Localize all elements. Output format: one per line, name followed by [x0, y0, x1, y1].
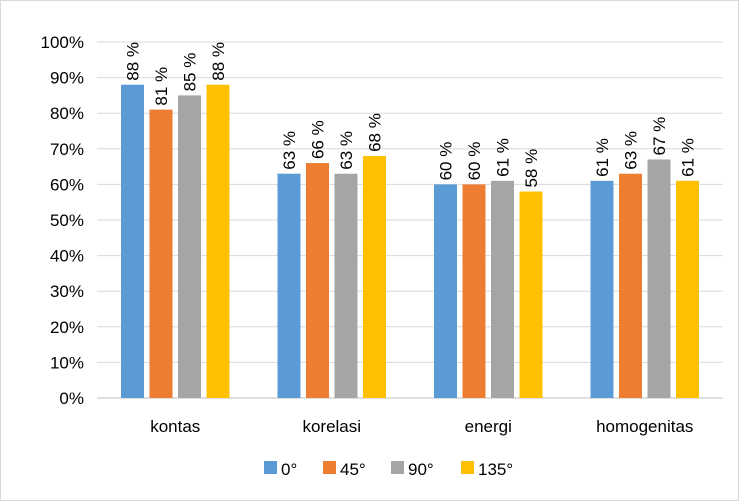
legend-swatch	[264, 461, 277, 474]
y-axis-ticks: 0% 10% 20% 30% 40% 50% 60% 70% 80% 90% 100%	[41, 33, 84, 408]
x-category-label: energi	[465, 417, 512, 436]
data-label: 63 %	[622, 131, 641, 170]
bar	[149, 109, 173, 398]
data-label: 67 %	[650, 117, 669, 156]
bar	[462, 184, 486, 398]
y-tick-label: 50%	[50, 211, 84, 230]
bar	[590, 180, 614, 398]
bar	[434, 184, 457, 398]
x-category-label: homogenitas	[596, 417, 693, 436]
data-label: 66 %	[309, 120, 328, 159]
bar	[676, 180, 699, 398]
bar	[277, 173, 301, 398]
data-label: 63 %	[280, 131, 299, 170]
bar	[306, 163, 329, 398]
x-category-label: korelasi	[302, 417, 361, 436]
data-label: 63 %	[337, 131, 356, 170]
y-tick-label: 30%	[50, 282, 84, 301]
legend-label: 135°	[478, 460, 513, 479]
x-axis-categories: kontas korelasi energi homogenitas	[150, 417, 693, 436]
data-label: 58 %	[522, 149, 541, 188]
legend-swatch	[323, 461, 336, 474]
data-label: 85 %	[181, 53, 200, 92]
y-tick-label: 80%	[50, 104, 84, 123]
bar	[334, 173, 358, 398]
bar	[206, 84, 230, 398]
y-tick-label: 90%	[50, 69, 84, 88]
gridlines	[97, 41, 723, 399]
legend-label: 0°	[281, 460, 297, 479]
legend-label: 90°	[408, 460, 434, 479]
y-tick-label: 10%	[50, 353, 84, 372]
data-label: 81 %	[152, 67, 171, 106]
bar	[363, 155, 386, 398]
data-labels: 88 % 81 % 85 % 88 % 63 % 66 % 63 % 68 % 60 % 60 %…	[124, 42, 698, 188]
y-tick-label: 40%	[50, 247, 84, 266]
legend-swatch	[461, 461, 474, 474]
x-category-label: kontas	[150, 417, 200, 436]
bar	[491, 180, 514, 398]
bars	[121, 84, 699, 399]
y-tick-label: 70%	[50, 140, 84, 159]
data-label: 61 %	[679, 138, 698, 177]
bar	[519, 191, 543, 398]
data-label: 60 %	[437, 142, 456, 181]
y-tick-label: 60%	[50, 175, 84, 194]
data-label: 88 %	[124, 42, 143, 81]
data-label: 88 %	[209, 42, 228, 81]
data-label: 61 %	[494, 138, 513, 177]
bar	[178, 95, 201, 399]
legend-label: 45°	[340, 460, 366, 479]
data-label: 60 %	[465, 142, 484, 181]
y-tick-label: 100%	[41, 33, 84, 52]
data-label: 61 %	[593, 138, 612, 177]
y-tick-label: 20%	[50, 318, 84, 337]
bar	[121, 84, 144, 398]
data-label: 68 %	[366, 113, 385, 152]
bar	[619, 173, 642, 398]
legend: 0° 45° 90° 135°	[264, 460, 513, 479]
bar	[647, 159, 671, 398]
legend-swatch	[391, 461, 404, 474]
y-tick-label: 0%	[59, 389, 84, 408]
